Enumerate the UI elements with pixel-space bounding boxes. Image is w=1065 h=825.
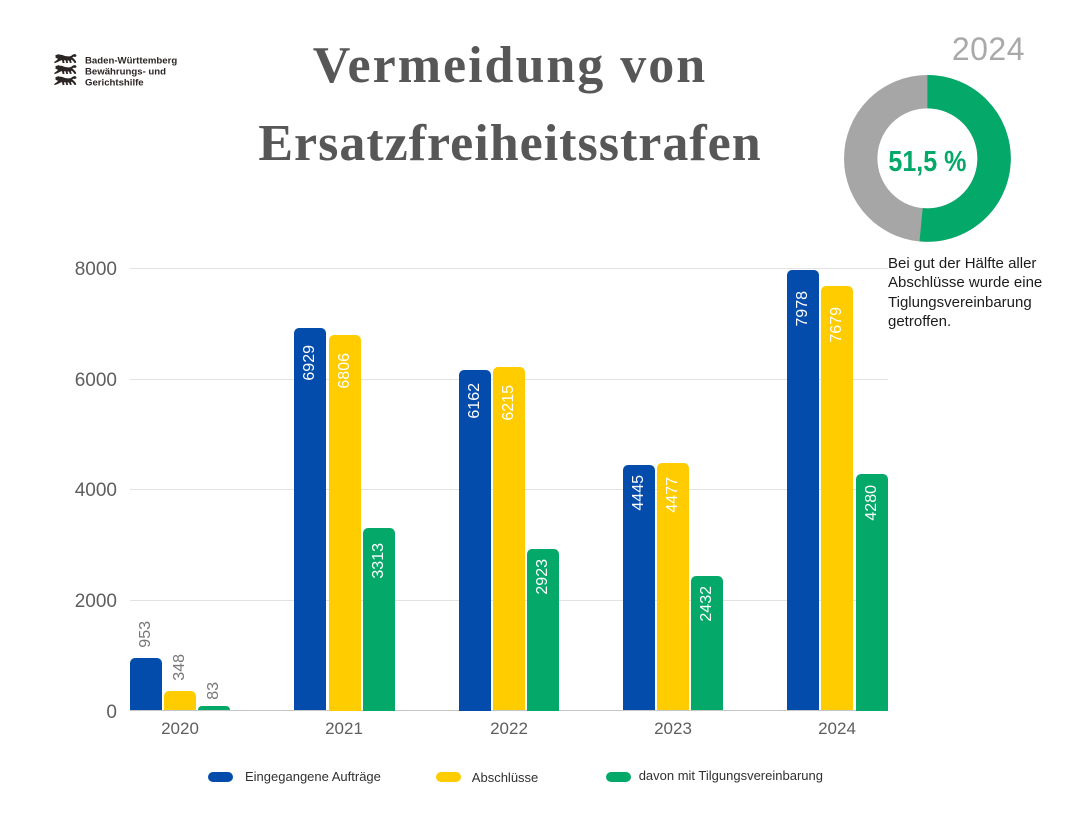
svg-text:Bewährungs- und: Bewährungs- und bbox=[85, 67, 166, 78]
svg-text:Gerichtshilfe: Gerichtshilfe bbox=[85, 78, 144, 89]
svg-text:Baden-Württemberg: Baden-Württemberg bbox=[85, 56, 177, 67]
svg-text:51,5 %: 51,5 % bbox=[888, 146, 966, 178]
